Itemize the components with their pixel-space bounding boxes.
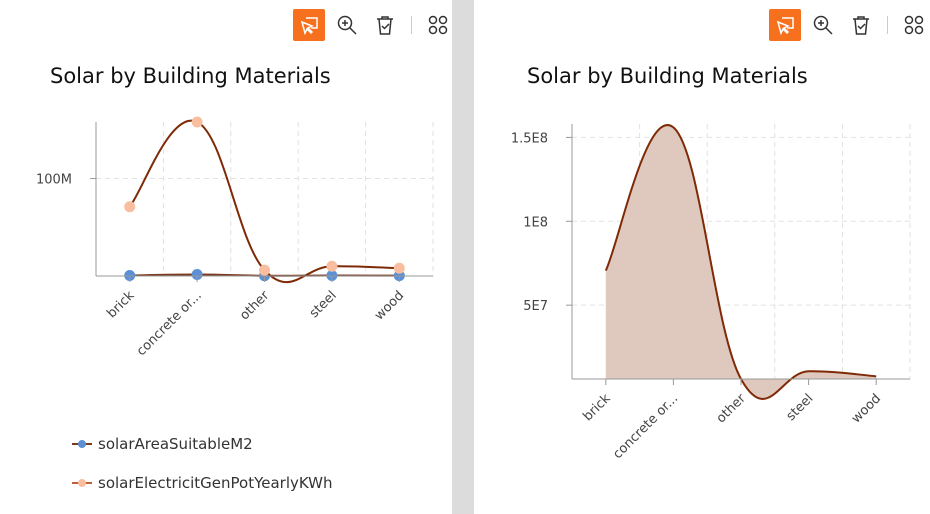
- zoom-in-button[interactable]: [331, 9, 363, 41]
- toolbar-separator: [887, 16, 888, 34]
- data-point: [191, 269, 203, 281]
- more-icon: [904, 15, 924, 35]
- zoom-in-icon: [813, 15, 833, 35]
- x-tick-label: concrete or...: [134, 288, 205, 359]
- x-tick-label: other: [237, 288, 273, 324]
- y-tick-label: 1E8: [523, 215, 548, 230]
- chart-panel-left: Solar by Building Materials 100M brick con…: [0, 0, 452, 514]
- legend-item-area[interactable]: solarAreaSuitableM2: [72, 435, 253, 453]
- panel-divider[interactable]: [452, 0, 474, 514]
- y-tick-label: 1.5E8: [511, 131, 548, 146]
- data-point: [191, 116, 203, 128]
- legend-label: solarElectricitGenPotYearlyKWh: [98, 474, 333, 492]
- chart-toolbar: [293, 9, 454, 41]
- x-tick-label: brick: [580, 391, 613, 424]
- clear-selection-icon: [377, 16, 393, 35]
- select-icon: [300, 17, 318, 36]
- zoom-in-icon: [337, 15, 357, 35]
- x-tick-label: wood: [849, 391, 884, 426]
- select-button[interactable]: [293, 9, 325, 41]
- y-tick-label: 100M: [36, 173, 72, 188]
- x-tick-label: concrete or...: [610, 391, 681, 462]
- legend-swatch-icon: [72, 440, 92, 448]
- x-tick-label: steel: [307, 288, 340, 321]
- legend-label: solarAreaSuitableM2: [98, 435, 253, 453]
- series-line: [604, 124, 877, 400]
- x-tick-label: wood: [372, 288, 407, 323]
- x-tick-label: brick: [104, 288, 137, 321]
- data-point: [393, 262, 405, 274]
- legend-item-electricity[interactable]: solarElectricitGenPotYearlyKWh: [72, 474, 333, 492]
- more-icon: [428, 15, 448, 35]
- data-point: [124, 201, 136, 213]
- clear-selection-button[interactable]: [845, 9, 877, 41]
- x-tick-label: steel: [784, 391, 817, 424]
- area-fill: [605, 125, 877, 399]
- toolbar-separator: [411, 16, 412, 34]
- select-icon: [776, 17, 794, 36]
- series-line: [128, 119, 400, 283]
- more-button[interactable]: [422, 9, 454, 41]
- more-button[interactable]: [898, 9, 930, 41]
- clear-selection-button[interactable]: [369, 9, 401, 41]
- x-tick-label: other: [714, 391, 750, 427]
- zoom-in-button[interactable]: [807, 9, 839, 41]
- y-tick-label: 5E7: [523, 299, 548, 314]
- data-point: [259, 264, 270, 276]
- legend-swatch-icon: [72, 479, 92, 487]
- select-button[interactable]: [769, 9, 801, 41]
- chart-toolbar: [769, 9, 930, 41]
- data-point: [326, 260, 338, 272]
- chart-panel-right: Solar by Building Materials 5E7 1E8 1.5E8 b…: [474, 0, 930, 514]
- chart-title: Solar by Building Materials: [50, 64, 331, 88]
- clear-selection-icon: [853, 16, 869, 35]
- chart-title: Solar by Building Materials: [527, 64, 808, 88]
